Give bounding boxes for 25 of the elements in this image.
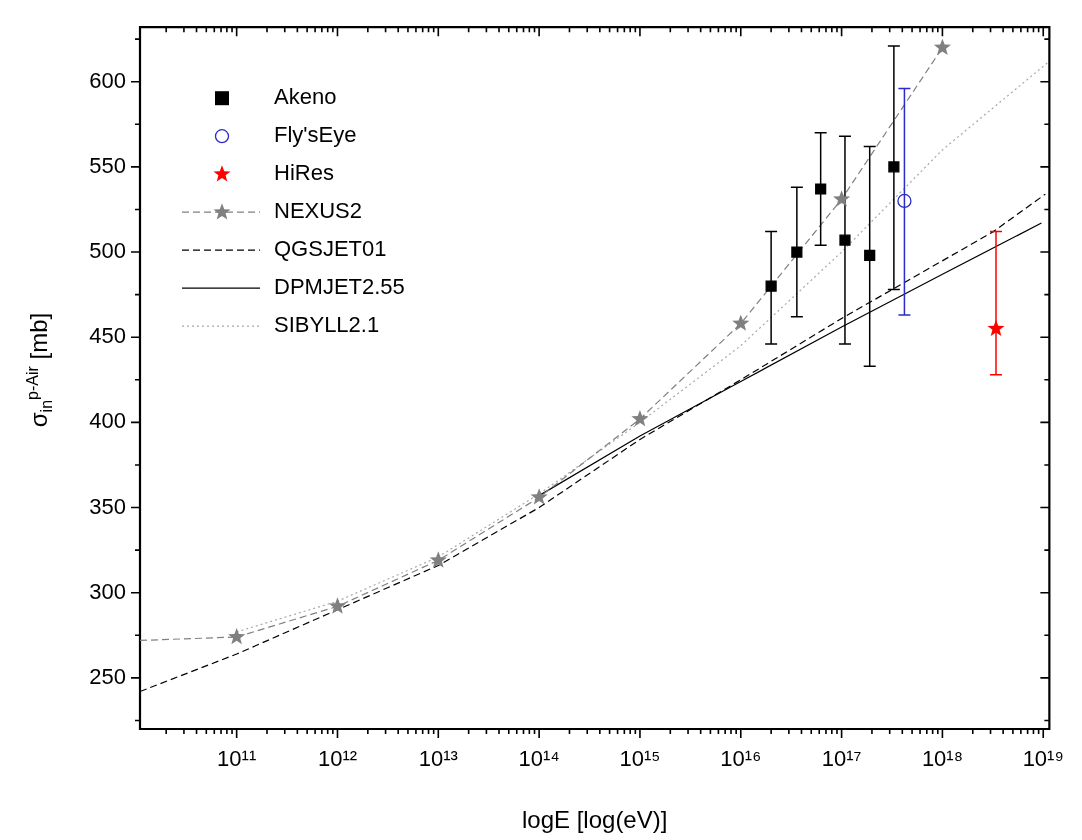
y-tick-label: 550 <box>89 152 126 178</box>
legend-label: QGSJET01 <box>274 236 387 262</box>
y-tick-label: 350 <box>89 493 126 519</box>
x-tick-label: 10¹³ <box>418 746 458 772</box>
y-tick-label: 250 <box>89 663 126 689</box>
x-tick-label: 10¹⁸ <box>921 746 963 772</box>
x-tick-label: 10¹⁴ <box>518 746 560 772</box>
legend-label: DPMJET2.55 <box>274 274 405 300</box>
legend-label: Akeno <box>274 84 337 110</box>
y-tick-label: 450 <box>89 323 126 349</box>
x-tick-label: 10¹⁹ <box>1022 746 1064 772</box>
y-tick-label: 300 <box>89 578 126 604</box>
x-tick-label: 10¹² <box>317 746 358 772</box>
legend-label: NEXUS2 <box>274 198 363 224</box>
y-tick-label: 400 <box>89 408 126 434</box>
x-tick-label: 10¹⁶ <box>720 746 762 772</box>
legend-label: Fly'sEye <box>274 122 357 148</box>
y-tick-label: 500 <box>89 238 126 264</box>
x-axis-title: logE [log(eV)] <box>521 806 668 834</box>
y-tick-label: 600 <box>89 67 126 93</box>
legend-label: HiRes <box>274 160 334 186</box>
x-tick-label: 10¹⁵ <box>619 746 661 772</box>
x-tick-label: 10¹⁷ <box>821 746 862 772</box>
x-tick-label: 10¹¹ <box>217 746 257 772</box>
legend-label: SIBYLL2.1 <box>274 312 380 338</box>
